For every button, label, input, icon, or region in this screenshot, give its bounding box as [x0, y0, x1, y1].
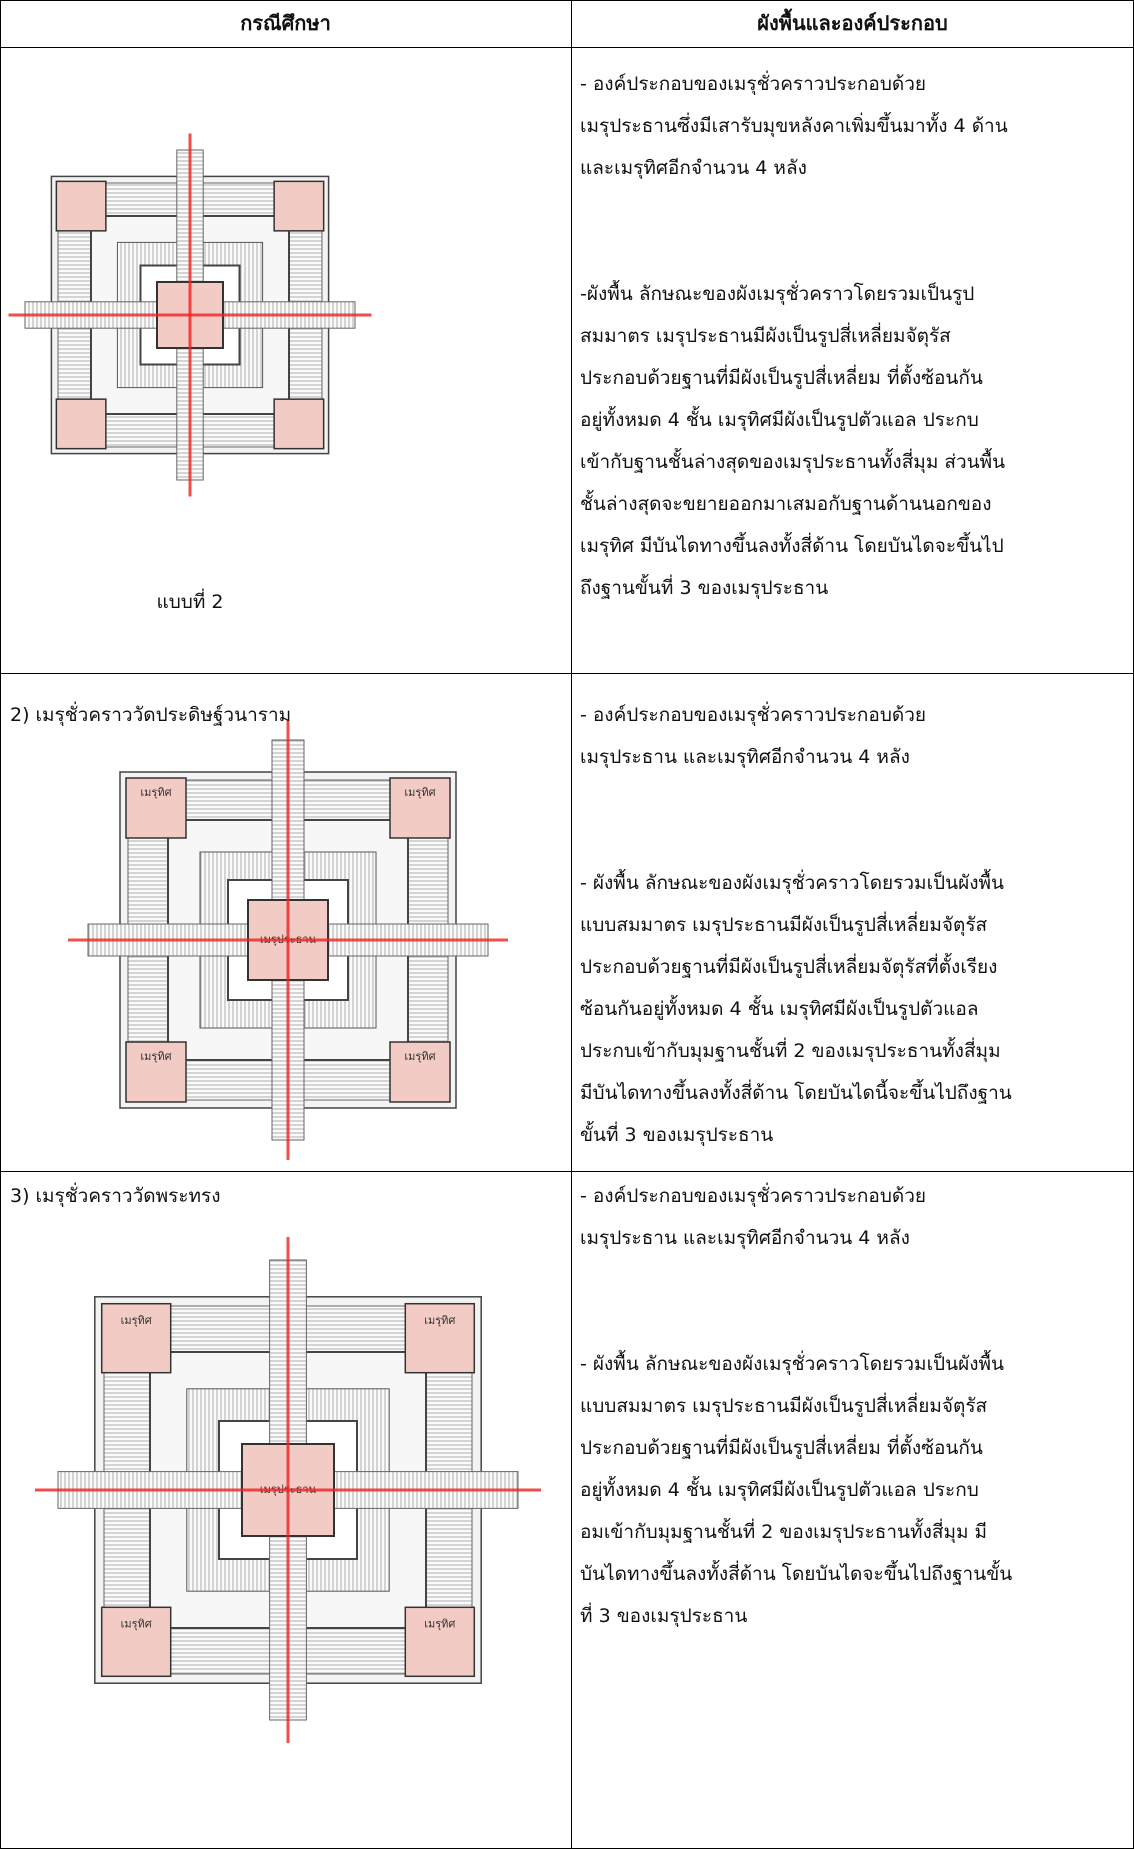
description-line: และเมรุทิศอีกจำนวน 4 หลัง [580, 157, 807, 179]
description-line: ประกอบด้วยฐานที่มีผังเป็นรูปสี่เหลี่ยมจั… [580, 956, 998, 978]
description-line: เข้ากับฐานชั้นล่างสุดของเมรุประธานทั้งสี… [580, 451, 1006, 473]
plan-shape [404, 1302, 476, 1374]
description-line: ประกอบด้วยฐานที่มีผังเป็นรูปสี่เหลี่ยม ท… [580, 367, 983, 389]
border [0, 47, 1134, 48]
border [0, 1171, 1134, 1172]
description-line: ชั้นล่างสุดจะขยายออกมาเสมอกับฐานด้านนอกข… [580, 493, 992, 515]
description-line: ประกบเข้ากับมุมฐานชั้นที่ 2 ของเมรุประธา… [580, 1040, 1001, 1062]
header-cell: กรณีศึกษา [240, 11, 331, 35]
description-line: อยู่ทั้งหมด 4 ชั้น เมรุทิศมีผังเป็นรูปตั… [580, 409, 979, 431]
description-line: ถึงฐานขั้นที่ 3 ของเมรุประธาน [580, 577, 829, 599]
border [0, 0, 1134, 1]
plan-label: เมรุทิศ [140, 1050, 171, 1063]
description-line: แบบสมมาตร เมรุประธานมีผังเป็นรูปสี่เหลี่… [580, 1395, 988, 1417]
description-line: เมรุประธานซึ่งมีเสารับมุขหลังคาเพิ่มขึ้น… [580, 115, 1008, 137]
plan-shape [273, 398, 325, 450]
plan-label: เมรุทิศ [140, 786, 171, 799]
case-title: 3) เมรุชั่วคราววัดพระทรง [10, 1185, 221, 1207]
description-line: อยู่ทั้งหมด 4 ชั้น เมรุทิศมีผังเป็นรูปตั… [580, 1479, 979, 1501]
border [0, 0, 1, 1849]
plan-label: เมรุทิศ [121, 1314, 152, 1327]
description-line: แบบสมมาตร เมรุประธานมีผังเป็นรูปสี่เหลี่… [580, 914, 988, 936]
plan-label: เมรุทิศ [424, 1314, 455, 1327]
plan-shape [389, 1041, 451, 1103]
description-line: บันไดทางขึ้นลงทั้งสี่ด้าน โดยบันไดจะขึ้น… [580, 1563, 1013, 1585]
description-line: ประกอบด้วยฐานที่มีผังเป็นรูปสี่เหลี่ยม ท… [580, 1437, 983, 1459]
description-line: - องค์ประกอบของเมรุชั่วคราวประกอบด้วย [580, 1185, 927, 1207]
border [0, 673, 1134, 674]
description-line: - ผังพื้น ลักษณะของผังเมรุชั่วคราวโดยรวม… [580, 872, 1005, 894]
description-line: อมเข้ากับมุมฐานชั้นที่ 2 ของเมรุประธานทั… [580, 1521, 988, 1543]
plan-shape [100, 1302, 172, 1374]
plan-label: เมรุทิศ [404, 786, 435, 799]
description-line: มีบันไดทางขึ้นลงทั้งสี่ด้าน โดยบันไดนี้จ… [580, 1082, 1012, 1104]
border [571, 0, 572, 1849]
caption: แบบที่ 2 [156, 591, 224, 613]
plan-shape [125, 777, 187, 839]
plan-label: เมรุทิศ [121, 1618, 152, 1631]
description-line: ขั้นที่ 3 ของเมรุประธาน [580, 1124, 774, 1146]
description-line: เมรุประธาน และเมรุทิศอีกจำนวน 4 หลัง [580, 746, 910, 768]
description-line: - ผังพื้น ลักษณะของผังเมรุชั่วคราวโดยรวม… [580, 1353, 1005, 1375]
description-line: - องค์ประกอบของเมรุชั่วคราวประกอบด้วย [580, 73, 927, 95]
description-line: ซ้อนกันอยู่ทั้งหมด 4 ชั้น เมรุทิศมีผังเป… [580, 998, 979, 1020]
plan-shape [404, 1606, 476, 1678]
plan-label: เมรุทิศ [404, 1050, 435, 1063]
plan-shape [389, 777, 451, 839]
plan-shape [273, 180, 325, 232]
description-line: เมรุทิศ มีบันไดทางขึ้นลงทั้งสี่ด้าน โดยบ… [580, 535, 1004, 557]
plan-label: เมรุทิศ [424, 1618, 455, 1631]
header-cell: ผังพื้นและองค์ประกอบ [757, 11, 948, 35]
plan-shape [55, 180, 107, 232]
case-title: 2) เมรุชั่วคราววัดประดิษฐ์วนาราม [10, 704, 292, 726]
plan-shape [100, 1606, 172, 1678]
plan-shape [125, 1041, 187, 1103]
description-line: - องค์ประกอบของเมรุชั่วคราวประกอบด้วย [580, 704, 927, 726]
plan-shape [55, 398, 107, 450]
description-line: ที่ 3 ของเมรุประธาน [580, 1605, 748, 1627]
description-line: สมมาตร เมรุประธานมีผังเป็นรูปสี่เหลี่ยมจ… [580, 325, 951, 347]
description-line: เมรุประธาน และเมรุทิศอีกจำนวน 4 หลัง [580, 1227, 910, 1249]
description-line: -ผังพื้น ลักษณะของผังเมรุชั่วคราวโดยรวมเ… [580, 283, 975, 305]
